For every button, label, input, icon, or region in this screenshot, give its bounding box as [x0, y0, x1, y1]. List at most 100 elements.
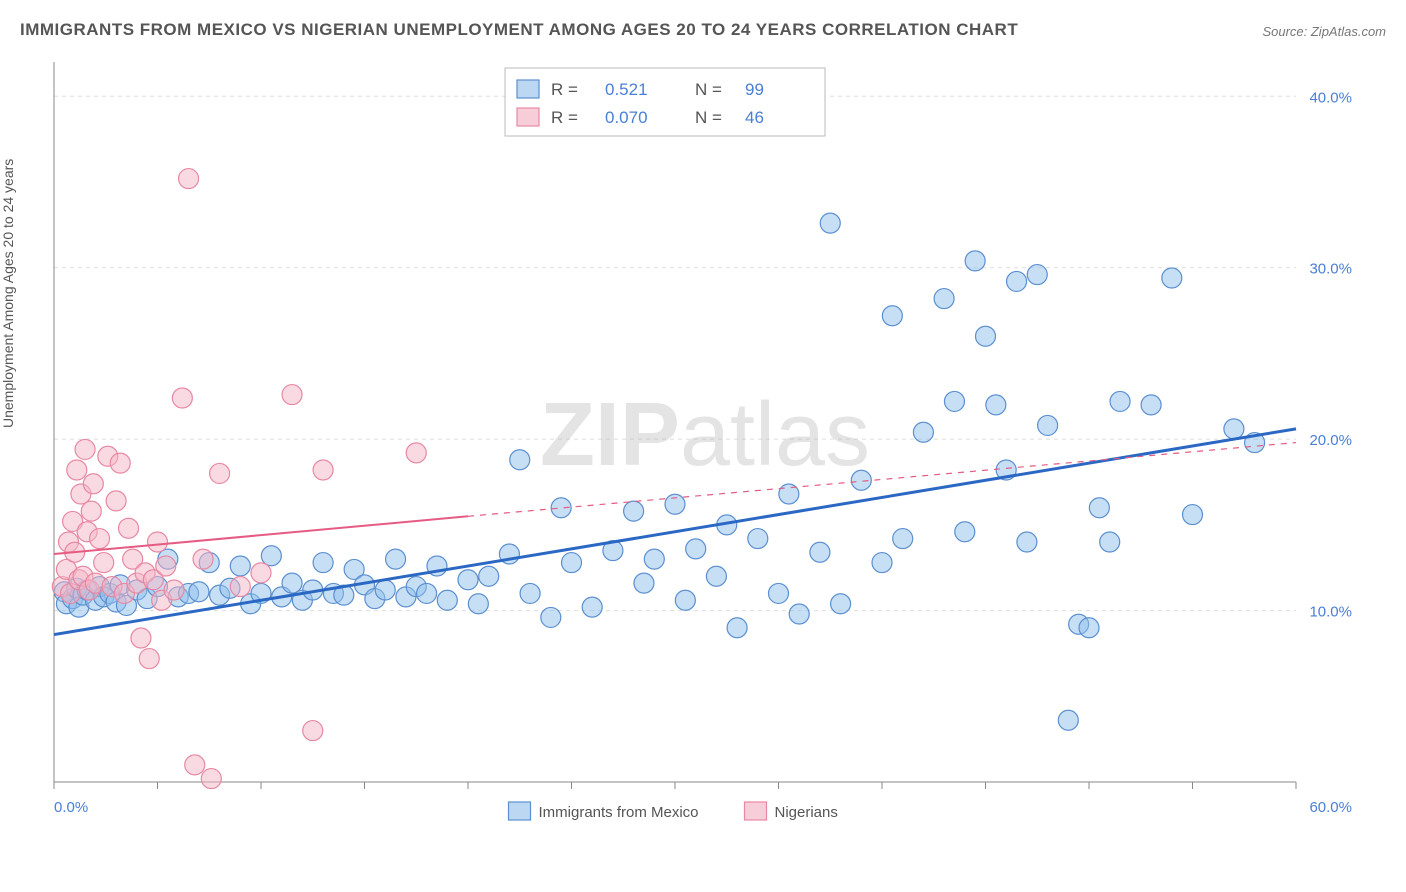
- data-point: [1183, 505, 1203, 525]
- y-axis-label: Unemployment Among Ages 20 to 24 years: [0, 159, 16, 428]
- data-point: [75, 439, 95, 459]
- data-point: [686, 539, 706, 559]
- data-point: [634, 573, 654, 593]
- data-point: [131, 628, 151, 648]
- data-point: [789, 604, 809, 624]
- data-point: [644, 549, 664, 569]
- data-point: [965, 251, 985, 271]
- data-point: [582, 597, 602, 617]
- source-label: Source: ZipAtlas.com: [1262, 24, 1386, 39]
- data-point: [976, 326, 996, 346]
- legend-text: R =: [551, 80, 578, 99]
- data-point: [675, 590, 695, 610]
- data-point: [748, 529, 768, 549]
- legend-label: Nigerians: [775, 804, 838, 821]
- legend-swatch: [745, 802, 767, 820]
- data-point: [230, 556, 250, 576]
- data-point: [110, 453, 130, 473]
- data-point: [230, 577, 250, 597]
- data-point: [1007, 271, 1027, 291]
- data-point: [386, 549, 406, 569]
- data-point: [820, 213, 840, 233]
- legend-text: 0.521: [605, 80, 648, 99]
- trend-line: [54, 516, 468, 554]
- y-tick-label: 20.0%: [1309, 432, 1352, 449]
- data-point: [1141, 395, 1161, 415]
- data-point: [375, 580, 395, 600]
- x-tick-label: 0.0%: [54, 799, 88, 816]
- data-point: [164, 580, 184, 600]
- legend-text: 0.070: [605, 108, 648, 127]
- data-point: [185, 755, 205, 775]
- data-point: [83, 474, 103, 494]
- data-point: [193, 549, 213, 569]
- watermark: ZIPatlas: [540, 385, 870, 485]
- legend-swatch: [509, 802, 531, 820]
- data-point: [119, 518, 139, 538]
- legend-text: 99: [745, 80, 764, 99]
- data-point: [189, 582, 209, 602]
- data-point: [406, 443, 426, 463]
- legend-swatch: [517, 108, 539, 126]
- data-point: [706, 566, 726, 586]
- data-point: [156, 556, 176, 576]
- data-point: [313, 553, 333, 573]
- data-point: [417, 583, 437, 603]
- data-point: [468, 594, 488, 614]
- data-point: [81, 501, 101, 521]
- data-point: [251, 563, 271, 583]
- data-point: [872, 553, 892, 573]
- data-point: [282, 385, 302, 405]
- data-point: [955, 522, 975, 542]
- data-point: [179, 169, 199, 189]
- data-point: [139, 649, 159, 669]
- data-point: [1162, 268, 1182, 288]
- data-point: [313, 460, 333, 480]
- data-point: [624, 501, 644, 521]
- data-point: [541, 607, 561, 627]
- data-point: [769, 583, 789, 603]
- data-point: [1027, 265, 1047, 285]
- chart-title: IMMIGRANTS FROM MEXICO VS NIGERIAN UNEMP…: [20, 20, 1018, 40]
- data-point: [913, 422, 933, 442]
- legend-text: 46: [745, 108, 764, 127]
- data-point: [106, 491, 126, 511]
- data-point: [148, 532, 168, 552]
- data-point: [172, 388, 192, 408]
- data-point: [831, 594, 851, 614]
- data-point: [810, 542, 830, 562]
- data-point: [1100, 532, 1120, 552]
- data-point: [261, 546, 281, 566]
- y-tick-label: 30.0%: [1309, 261, 1352, 278]
- data-point: [94, 553, 114, 573]
- legend-text: N =: [695, 80, 722, 99]
- data-point: [986, 395, 1006, 415]
- data-point: [1058, 710, 1078, 730]
- data-point: [1110, 391, 1130, 411]
- y-tick-label: 10.0%: [1309, 604, 1352, 621]
- legend-swatch: [517, 80, 539, 98]
- data-point: [562, 553, 582, 573]
- scatter-chart: 10.0% 20.0% 30.0% 40.0% 0.0% 60.0% ZIPatlas R =…: [50, 60, 1360, 830]
- legend-label: Immigrants from Mexico: [539, 804, 699, 821]
- data-point: [1038, 415, 1058, 435]
- data-point: [479, 566, 499, 586]
- data-point: [934, 289, 954, 309]
- data-point: [1089, 498, 1109, 518]
- x-tick-label: 60.0%: [1309, 799, 1352, 816]
- data-point: [893, 529, 913, 549]
- data-point: [90, 529, 110, 549]
- y-tick-label: 40.0%: [1309, 89, 1352, 106]
- data-point: [727, 618, 747, 638]
- chart-area: 10.0% 20.0% 30.0% 40.0% 0.0% 60.0% ZIPatlas R =…: [50, 60, 1360, 830]
- data-point: [437, 590, 457, 610]
- data-point: [201, 769, 221, 789]
- data-point: [67, 460, 87, 480]
- data-point: [944, 391, 964, 411]
- legend-text: R =: [551, 108, 578, 127]
- data-point: [1224, 419, 1244, 439]
- data-point: [458, 570, 478, 590]
- data-point: [1079, 618, 1099, 638]
- data-point: [520, 583, 540, 603]
- data-point: [282, 573, 302, 593]
